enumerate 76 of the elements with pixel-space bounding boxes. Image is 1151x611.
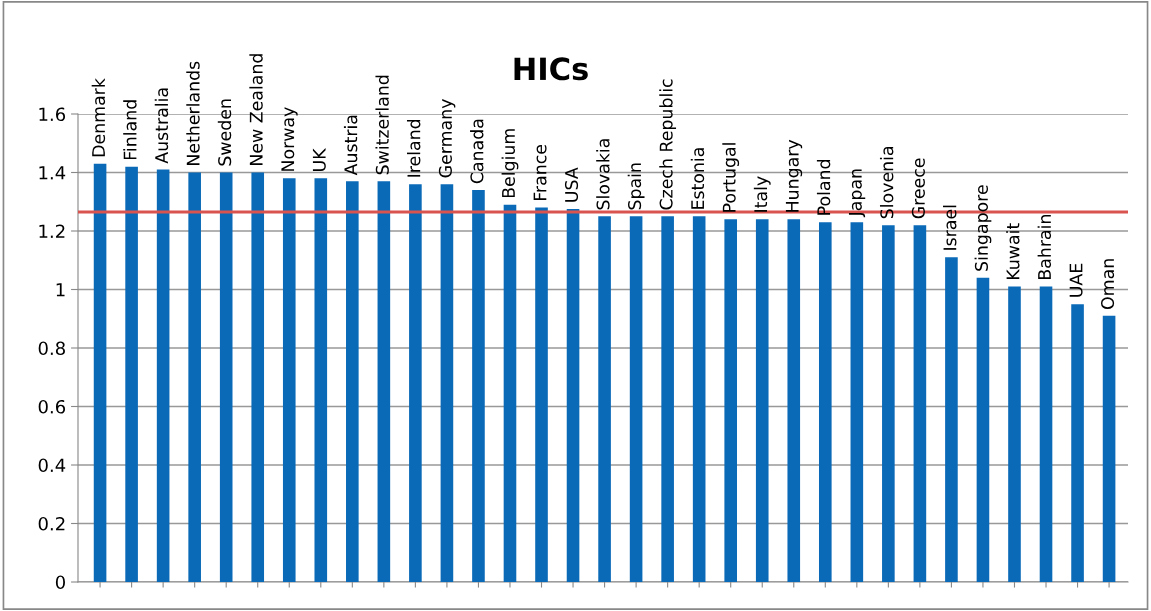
bar xyxy=(503,204,517,582)
bar xyxy=(472,190,485,582)
x-tick-label: New Zealand xyxy=(249,54,263,165)
x-tick-label: USA xyxy=(564,167,579,202)
bar xyxy=(913,225,927,582)
bar xyxy=(724,219,738,582)
bar xyxy=(156,169,170,582)
bar xyxy=(755,219,769,582)
bar xyxy=(945,257,958,582)
x-tick-label: Greece xyxy=(911,158,925,219)
bar xyxy=(282,178,296,582)
bar xyxy=(535,207,548,582)
x-tick-label: UK xyxy=(312,148,326,171)
y-tick-label: 1.2 xyxy=(39,224,65,238)
bar xyxy=(377,181,391,582)
bar xyxy=(566,209,580,582)
x-tick-label: Bahrain xyxy=(1037,215,1052,280)
y-tick-label: 1.6 xyxy=(39,107,66,122)
bar xyxy=(692,216,706,582)
bar xyxy=(125,166,138,582)
y-tick-label: 0.4 xyxy=(38,458,66,473)
bar xyxy=(1039,286,1053,582)
x-tick-label: Poland xyxy=(816,160,831,215)
bar xyxy=(787,219,801,582)
bar xyxy=(314,178,328,582)
x-tick-label: UAE xyxy=(1069,263,1083,297)
x-tick-label: Canada xyxy=(470,119,484,184)
bar xyxy=(219,172,233,582)
x-tick-label: Denmark xyxy=(91,78,106,157)
x-tick-label: Finland xyxy=(123,100,137,160)
x-tick-label: Slovenia xyxy=(879,146,894,219)
bar xyxy=(598,216,611,582)
y-tick-label: 1.4 xyxy=(39,166,66,180)
bar xyxy=(346,181,359,582)
x-tick-label: Hungary xyxy=(785,139,803,212)
y-tick-label: 0.8 xyxy=(38,341,65,356)
x-tick-label: Estonia xyxy=(690,148,705,209)
x-tick-label: Kuwait xyxy=(1006,223,1020,280)
bar xyxy=(882,225,895,582)
bar xyxy=(850,222,864,582)
x-tick-label: Israel xyxy=(943,205,957,250)
x-tick-label: Austria xyxy=(343,115,358,176)
y-tick-label: 0.2 xyxy=(38,516,65,531)
x-tick-label: France xyxy=(533,144,547,201)
x-tick-label: Spain xyxy=(627,163,645,210)
bar xyxy=(1071,304,1084,582)
x-tick-label: Czech Republic xyxy=(659,79,677,210)
y-tick-label: 0.6 xyxy=(38,399,66,414)
chart-title: HICs xyxy=(514,57,588,81)
bar xyxy=(629,216,643,582)
y-tick-label: 1 xyxy=(56,283,65,297)
bar xyxy=(93,163,107,582)
x-tick-label: Germany xyxy=(438,99,456,178)
x-tick-label: Norway xyxy=(281,107,298,171)
x-tick-label: Netherlands xyxy=(186,61,200,165)
x-tick-label: Sweden xyxy=(217,99,232,166)
x-tick-label: Ireland xyxy=(406,119,421,177)
x-tick-label: Italy xyxy=(753,176,771,212)
bar xyxy=(251,172,265,582)
x-tick-label: Belgium xyxy=(501,129,519,198)
x-tick-label: Japan xyxy=(848,169,866,218)
x-tick-label: Switzerland xyxy=(375,75,389,175)
bar xyxy=(818,222,832,582)
bar xyxy=(188,172,201,582)
x-tick-label: Singapore xyxy=(974,185,992,271)
bar xyxy=(661,216,674,582)
bar xyxy=(1008,286,1021,582)
x-tick-label: Australia xyxy=(154,88,169,164)
y-tick-label: 0 xyxy=(55,575,65,590)
bar xyxy=(409,184,422,582)
x-tick-label: Slovakia xyxy=(596,139,610,210)
x-tick-label: Portugal xyxy=(722,143,740,212)
bar xyxy=(1102,315,1116,582)
bar xyxy=(976,277,990,582)
bar xyxy=(440,184,454,582)
x-tick-label: Oman xyxy=(1100,259,1115,309)
